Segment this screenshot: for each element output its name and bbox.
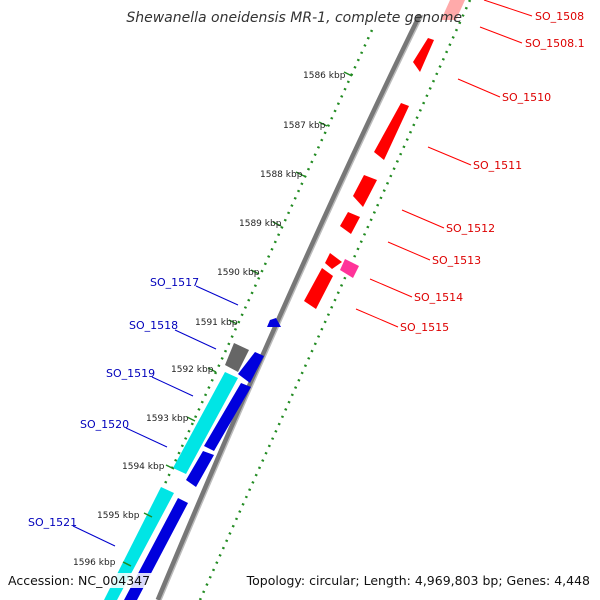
gene-feature-so1508[interactable] [441, 0, 465, 20]
tick-label-1592: 1592 kbp [171, 365, 214, 375]
gene-label-so1513[interactable]: SO_1513 [432, 254, 481, 267]
gene-feature-so1511[interactable] [353, 175, 377, 207]
reverse-label-leaders [72, 285, 239, 547]
tick-label-1591: 1591 kbp [195, 318, 238, 328]
gene-feature-blue-1[interactable] [238, 352, 264, 383]
gc-skew-track-outer [198, 0, 472, 600]
kbp-ticks [122, 71, 353, 567]
gc-skew-track-inner [110, 29, 374, 600]
gene-label-so1520[interactable]: SO_1520 [80, 418, 129, 431]
gene-feature-so1512[interactable] [340, 212, 360, 234]
gene-label-so1517[interactable]: SO_1517 [150, 276, 199, 289]
gene-label-so1521[interactable]: SO_1521 [28, 516, 77, 529]
gene-feature-so1513[interactable] [325, 253, 342, 269]
tick-label-1589: 1589 kbp [239, 219, 282, 229]
gene-label-so1511[interactable]: SO_1511 [473, 159, 522, 172]
gene-feature-so1510[interactable] [374, 103, 409, 160]
gene-label-so1514[interactable]: SO_1514 [414, 291, 463, 304]
gene-label-so1508-1[interactable]: SO_1508.1 [525, 37, 585, 50]
tick-label-1595: 1595 kbp [97, 511, 140, 521]
gene-label-so1512[interactable]: SO_1512 [446, 222, 495, 235]
gene-feature-blue-3[interactable] [186, 451, 214, 487]
tick-label-1594: 1594 kbp [122, 462, 165, 472]
genome-backbone-highlight [160, 14, 424, 600]
gene-feature-so1515[interactable] [304, 268, 333, 309]
accession-label: Accession: NC_004347 [6, 573, 153, 588]
tick-label-1593: 1593 kbp [146, 414, 189, 424]
gene-feature-small-blue[interactable] [267, 318, 281, 327]
tick-label-1590: 1590 kbp [217, 268, 260, 278]
gene-feature-so1518[interactable] [225, 343, 249, 372]
tick-label-1587: 1587 kbp [283, 121, 326, 131]
tick-label-1586: 1586 kbp [303, 71, 346, 81]
gene-feature-so1508-1[interactable] [413, 38, 434, 72]
gene-feature-blue-2[interactable] [204, 383, 251, 451]
gene-label-so1508[interactable]: SO_1508 [535, 10, 584, 23]
gene-label-so1518[interactable]: SO_1518 [129, 319, 178, 332]
gene-feature-so1520-cyan[interactable] [104, 487, 174, 600]
gene-label-so1519[interactable]: SO_1519 [106, 367, 155, 380]
gene-label-so1510[interactable]: SO_1510 [502, 91, 551, 104]
genome-backbone [155, 13, 423, 600]
map-title: Shewanella oneidensis MR-1, complete gen… [126, 10, 462, 26]
forward-label-leaders [355, 0, 533, 328]
tick-label-1588: 1588 kbp [260, 170, 303, 180]
gene-feature-so1514[interactable] [340, 259, 359, 278]
tick-label-1596: 1596 kbp [73, 558, 116, 568]
gene-label-so1515[interactable]: SO_1515 [400, 321, 449, 334]
gene-feature-so1519-cyan[interactable] [173, 372, 238, 474]
topology-label: Topology: circular; Length: 4,969,803 bp… [244, 573, 592, 588]
